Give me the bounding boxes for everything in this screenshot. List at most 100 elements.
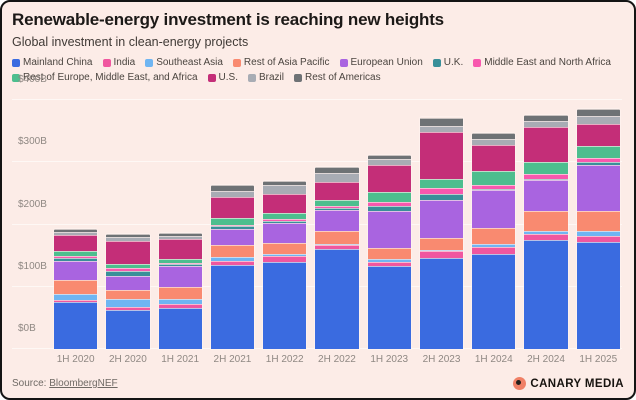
bar-stack	[54, 228, 98, 349]
bar-segment	[54, 299, 98, 303]
bar-segment	[158, 238, 202, 259]
bar-segment	[419, 251, 464, 258]
bar-segment	[472, 244, 516, 247]
legend-swatch-icon	[432, 59, 441, 67]
bar-segment	[524, 179, 568, 181]
bar-segment	[315, 243, 359, 246]
bar-segment	[263, 256, 307, 262]
bar-segment	[419, 179, 464, 189]
bar-segment	[524, 115, 568, 121]
legend: Mainland China India Southeast Asia Rest of…	[12, 57, 624, 84]
bar-segment	[576, 235, 620, 242]
bar-column: 2H 2021	[210, 100, 255, 365]
bar-segment	[419, 194, 464, 201]
legend-item: India	[102, 57, 136, 69]
legend-label: European Union	[350, 57, 423, 68]
bar-segment	[106, 270, 150, 277]
bar-segment	[263, 218, 307, 222]
legend-item: U.K.	[432, 57, 463, 69]
bar-segment	[576, 115, 620, 124]
legend-label: Mainland China	[23, 57, 93, 68]
legend-swatch-icon	[12, 59, 20, 67]
bar-segment	[576, 211, 620, 232]
bar-column: 1H 2025	[576, 100, 620, 365]
brand-logo: CANARY MEDIA	[513, 377, 624, 390]
x-axis-tick-label: 1H 2020	[56, 354, 95, 365]
bar-segment	[54, 251, 98, 257]
bar-segment	[524, 120, 568, 127]
bar-segment	[106, 241, 150, 264]
legend-item: European Union	[339, 57, 423, 69]
bar-column: 1H 2020	[54, 100, 98, 365]
bar-segment	[576, 241, 620, 349]
gridline	[12, 99, 622, 100]
bar-segment	[576, 164, 620, 212]
bar-segment	[315, 181, 359, 200]
bar-segment	[367, 247, 411, 260]
bar-segment	[210, 245, 255, 257]
legend-label: India	[113, 57, 136, 68]
legend-item: Rest of Americas	[294, 72, 381, 84]
x-axis-tick-label: 2H 2023	[422, 354, 461, 365]
bar-stack	[419, 117, 464, 349]
bar-segment	[106, 289, 150, 300]
x-axis-tick-label: 1H 2022	[265, 354, 304, 365]
bar-segment	[210, 228, 255, 246]
bar-segment	[419, 125, 464, 133]
bar-segment	[158, 299, 202, 305]
y-axis-tick-label: $0B	[18, 323, 36, 334]
bar-segment	[263, 212, 307, 219]
legend-item: Brazil	[248, 72, 284, 84]
bar-segment	[472, 246, 516, 255]
bar-segment	[263, 254, 307, 257]
bar-segment	[106, 299, 150, 308]
bar-segment	[158, 262, 202, 264]
bar-segment	[419, 238, 464, 251]
bar-segment	[472, 227, 516, 245]
legend-swatch-icon	[102, 59, 111, 67]
bar-segment	[263, 194, 307, 213]
bar-stack	[263, 181, 307, 349]
bar-segment	[472, 254, 516, 349]
bar-stack	[210, 185, 255, 349]
footer: Source: BloombergNEF CANARY MEDIA	[12, 375, 624, 392]
bar-segment	[367, 261, 411, 267]
bar-segment	[210, 190, 255, 198]
legend-item: Middle East and North Africa	[473, 57, 611, 69]
bar-column: 2H 2022	[315, 100, 359, 365]
bar-segment	[524, 210, 568, 231]
legend-item: Rest of Europe, Middle East, and Africa	[12, 72, 198, 84]
bar-segment	[524, 240, 568, 349]
bar-segment	[315, 245, 359, 250]
bar-segment	[524, 180, 568, 211]
bar-segment	[472, 144, 516, 172]
legend-swatch-icon	[232, 59, 241, 67]
bar-segment	[367, 259, 411, 262]
bar-stack	[106, 233, 150, 349]
bar-segment	[210, 256, 255, 261]
source-note: Source: BloombergNEF	[12, 378, 118, 389]
bar-segment	[472, 190, 516, 228]
bar-segment	[210, 264, 255, 349]
legend-item: Mainland China	[12, 57, 93, 69]
bars-container: 1H 2020 2H 2020 1H 2021 2H 2021 1H 2022 2H 20…	[54, 100, 620, 365]
bar-segment	[158, 304, 202, 308]
bar-segment	[576, 109, 620, 116]
chart-title: Renewable-energy investment is reaching …	[12, 10, 444, 29]
bar-segment	[158, 232, 202, 236]
legend-label: Rest of Americas	[305, 72, 381, 83]
bar-segment	[472, 138, 516, 145]
legend-swatch-icon	[473, 59, 482, 67]
bar-segment	[576, 157, 620, 162]
source-link[interactable]: BloombergNEF	[49, 378, 118, 389]
bar-segment	[106, 267, 150, 271]
bar-segment	[54, 279, 98, 295]
bar-segment	[106, 237, 150, 242]
bar-segment	[106, 233, 150, 238]
legend-label: Brazil	[259, 72, 285, 83]
bar-stack	[472, 133, 516, 349]
chart-subtitle: Global investment in clean-energy projec…	[12, 35, 249, 49]
bar-segment	[158, 258, 202, 263]
bar-segment	[263, 261, 307, 349]
